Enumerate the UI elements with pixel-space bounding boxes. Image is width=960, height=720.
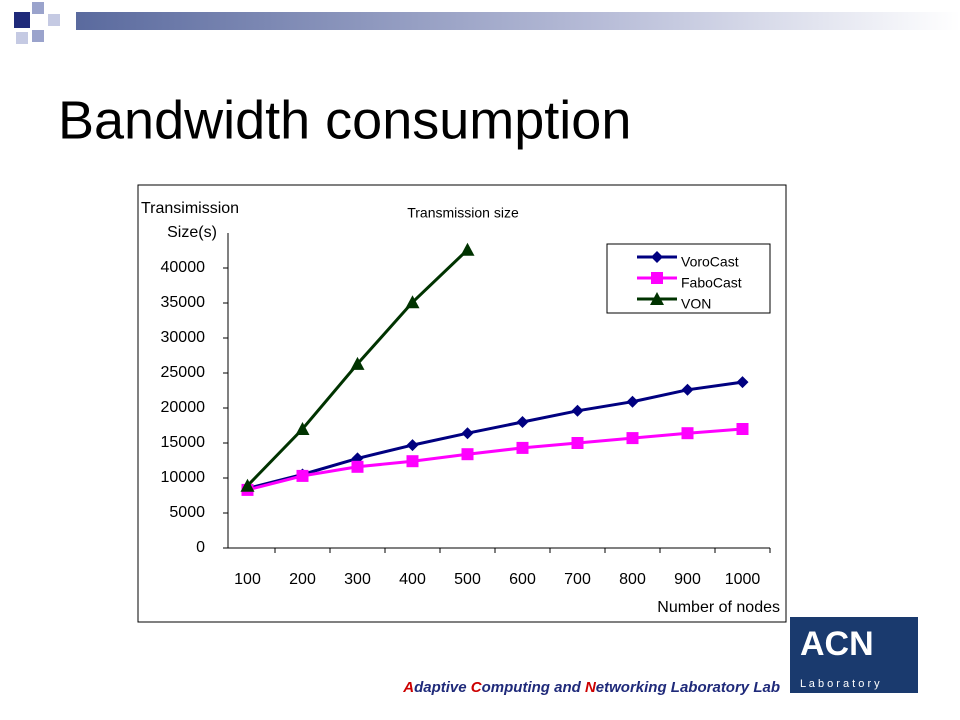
logo-subtitle: L a b o r a t o r y — [800, 678, 880, 690]
marker — [295, 422, 310, 435]
x-tick-label: 600 — [509, 571, 536, 588]
marker — [681, 383, 694, 396]
marker — [240, 478, 255, 492]
y-tick-label: 40000 — [161, 259, 206, 276]
x-tick-label: 300 — [344, 571, 371, 588]
y-tick-label: 20000 — [161, 399, 206, 416]
x-tick-label: 400 — [399, 571, 426, 588]
marker — [406, 439, 419, 452]
marker — [571, 437, 584, 449]
footer-initial: C — [471, 679, 483, 696]
x-tick-label: 100 — [234, 571, 261, 588]
x-tick-label: 800 — [619, 571, 646, 588]
x-axis-label: Number of nodes — [657, 599, 780, 616]
footer-initial: A — [402, 679, 414, 696]
footer-initial: N — [585, 679, 597, 696]
marker — [461, 448, 474, 461]
logo-box — [790, 617, 918, 693]
slide-title: Bandwidth consumption — [58, 90, 631, 150]
x-tick-label: 500 — [454, 571, 481, 588]
y-tick-label: 30000 — [161, 329, 206, 346]
y-tick-label: 5000 — [169, 504, 205, 521]
y-tick-label: 10000 — [161, 469, 206, 486]
y-tick-label: 0 — [196, 539, 205, 556]
legend-label: VON — [681, 296, 711, 312]
marker — [516, 416, 529, 428]
y-axis-label: Size(s) — [167, 224, 217, 241]
marker — [460, 242, 475, 256]
y-axis-label: Transimission — [141, 200, 239, 217]
series-line — [247, 380, 743, 490]
plot: 0 5000 10000 15000 20000 25000 30000 35000 40000… — [161, 233, 771, 588]
marker — [651, 272, 663, 284]
x-tick-label: 700 — [564, 571, 591, 588]
y-tick-label: 35000 — [161, 294, 206, 311]
x-tick-label: 200 — [289, 571, 316, 588]
footer-text: daptive — [414, 679, 471, 696]
footer-text: etworking Laboratory Lab — [596, 679, 780, 696]
legend-label: VoroCast — [681, 254, 739, 270]
logo: ACN L a b o r a t o r y — [790, 617, 918, 693]
marker — [516, 441, 529, 454]
marker — [406, 455, 419, 468]
decoration — [14, 2, 960, 44]
series-line — [247, 427, 743, 492]
marker — [681, 427, 694, 440]
marker — [736, 376, 749, 389]
y-tick-label: 25000 — [161, 364, 206, 381]
legend-box — [606, 243, 771, 314]
x-tick-label: 1000 — [725, 571, 761, 588]
logo-name: ACN — [800, 625, 874, 663]
legend-label: FaboCast — [681, 275, 742, 291]
marker — [736, 423, 749, 435]
marker — [626, 432, 639, 445]
marker — [296, 469, 309, 482]
footer-text: omputing and — [482, 679, 585, 696]
y-tick-label: 15000 — [161, 434, 206, 451]
chart-title: Transmission size — [407, 205, 519, 221]
marker — [350, 356, 365, 370]
marker — [405, 295, 420, 309]
marker — [351, 460, 364, 473]
x-tick-label: 900 — [674, 571, 701, 588]
marker — [650, 292, 664, 305]
marker — [626, 395, 639, 408]
footer: Adaptive Computing and Networking Labora… — [402, 679, 780, 696]
marker — [571, 404, 584, 417]
marker — [651, 251, 663, 263]
marker — [461, 427, 474, 440]
